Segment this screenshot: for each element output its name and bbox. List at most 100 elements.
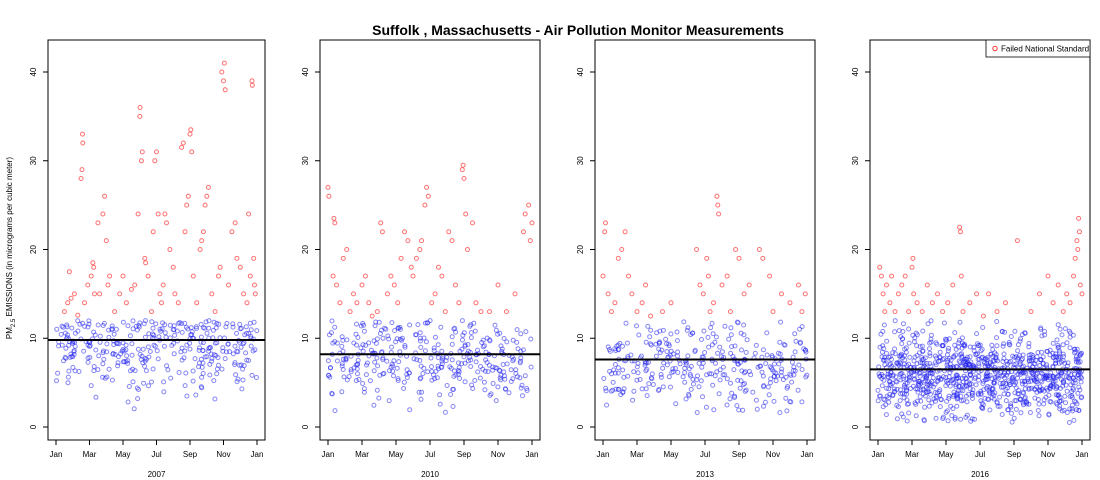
- failed-point: [715, 202, 721, 208]
- passed-point: [433, 368, 439, 374]
- passed-point: [106, 334, 112, 340]
- panel-2013: 0 10 20 30 40 Jan Mar May Jul Sep Nov Jan 2013: [576, 39, 816, 479]
- passed-point: [884, 338, 890, 344]
- passed-point: [920, 387, 926, 393]
- passed-point: [985, 373, 990, 379]
- passed-point: [75, 318, 81, 324]
- passed-point: [238, 344, 244, 350]
- failed-point: [880, 291, 886, 297]
- passed-point: [715, 350, 721, 356]
- passed-point: [510, 337, 516, 343]
- failed-point: [145, 273, 151, 279]
- passed-point: [777, 339, 783, 345]
- passed-point: [1070, 385, 1076, 391]
- passed-point: [66, 368, 72, 374]
- failed-point: [1077, 282, 1083, 288]
- passed-point: [1054, 337, 1060, 343]
- passed-point: [522, 373, 528, 379]
- passed-point: [244, 357, 250, 363]
- passed-point: [1038, 357, 1044, 363]
- y-axis-label: PM2.5 EMISSIONS (in micrograms per cubic…: [5, 157, 17, 339]
- failed-point: [787, 300, 793, 306]
- passed-point: [1015, 342, 1021, 348]
- passed-point: [449, 357, 455, 363]
- passed-point: [777, 410, 783, 416]
- passed-point: [704, 372, 710, 378]
- failed-point: [714, 193, 720, 199]
- passed-point: [421, 335, 427, 341]
- passed-point: [399, 337, 405, 343]
- passed-point: [1040, 354, 1046, 360]
- failed-point: [155, 211, 161, 217]
- failed-point: [157, 291, 163, 297]
- passed-point: [965, 362, 971, 368]
- panel-2007: 0 10 20 30 40 Jan Mar May Jul Sep Nov Jan 2007: [29, 39, 266, 479]
- passed-point: [86, 318, 92, 324]
- passed-point: [91, 368, 97, 374]
- passed-point: [155, 356, 161, 362]
- passed-point: [136, 387, 141, 392]
- failed-point: [143, 260, 149, 266]
- failed-point: [80, 131, 85, 137]
- failed-point: [410, 273, 416, 279]
- passed-point: [69, 325, 75, 331]
- failed-point: [442, 309, 448, 315]
- passed-point: [1053, 400, 1059, 406]
- passed-point: [750, 389, 756, 395]
- passed-point: [892, 351, 898, 357]
- passed-point: [455, 371, 461, 377]
- passed-point: [165, 367, 171, 373]
- passed-point: [234, 330, 239, 336]
- passed-point: [1020, 400, 1026, 406]
- failed-point: [154, 149, 159, 155]
- failed-point: [802, 291, 808, 297]
- passed-point: [743, 349, 749, 355]
- passed-point: [608, 388, 614, 394]
- failed-point: [92, 291, 97, 297]
- passed-point: [1033, 379, 1039, 385]
- passed-point: [763, 361, 769, 366]
- passed-point: [451, 326, 457, 332]
- passed-point: [931, 396, 937, 402]
- passed-point: [778, 369, 784, 375]
- passed-point: [421, 365, 427, 371]
- passed-point: [1052, 378, 1058, 384]
- passed-point: [795, 387, 801, 393]
- passed-point: [1020, 352, 1026, 358]
- y-tick-label: 30: [576, 156, 585, 165]
- passed-point: [468, 364, 474, 369]
- passed-point: [502, 386, 508, 392]
- failed-point: [347, 309, 353, 315]
- failed-point: [190, 273, 196, 279]
- passed-point: [886, 374, 891, 380]
- failed-point: [746, 282, 752, 288]
- passed-point: [769, 365, 774, 371]
- passed-point: [109, 323, 115, 329]
- failed-point: [487, 309, 492, 315]
- passed-point: [518, 385, 524, 391]
- x-tick-label: Sep: [732, 450, 747, 459]
- passed-point: [1016, 388, 1022, 393]
- passed-point: [658, 374, 664, 380]
- passed-point: [363, 342, 369, 348]
- passed-point: [724, 376, 730, 382]
- passed-point: [137, 351, 143, 357]
- passed-point: [926, 397, 932, 403]
- passed-point: [683, 360, 689, 366]
- passed-point: [891, 389, 897, 395]
- x-tick-label: Nov: [1041, 450, 1055, 459]
- passed-point: [475, 369, 481, 375]
- passed-point: [193, 392, 199, 398]
- failed-point: [212, 309, 218, 315]
- passed-point: [1059, 370, 1065, 376]
- passed-point: [963, 393, 969, 399]
- passed-point: [417, 338, 423, 344]
- passed-point: [171, 323, 177, 329]
- passed-point: [896, 328, 902, 334]
- passed-point: [989, 395, 995, 401]
- passed-point: [892, 346, 898, 352]
- failed-point: [182, 229, 188, 235]
- passed-point: [946, 336, 952, 342]
- passed-point: [1036, 401, 1042, 407]
- passed-point: [621, 374, 627, 380]
